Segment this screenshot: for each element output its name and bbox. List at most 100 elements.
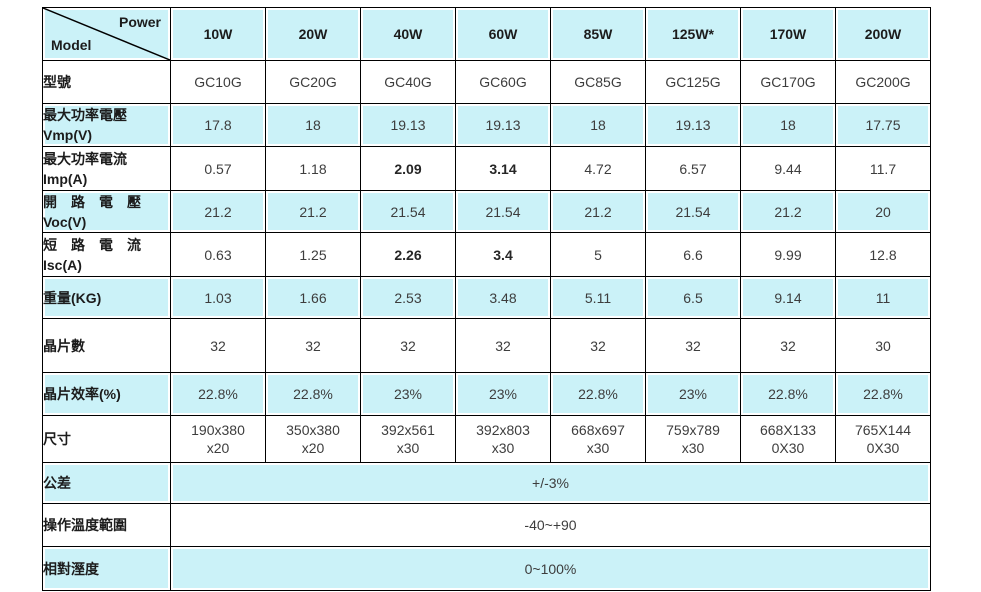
cell-vmp-5: 19.13 bbox=[645, 103, 741, 147]
cell-vmp-1: 18 bbox=[265, 103, 361, 147]
row-voc: 開 路 電 壓 Voc(V) 21.2 21.2 21.54 21.54 21.2 21.5… bbox=[42, 190, 931, 233]
cell-vmp-3: 19.13 bbox=[455, 103, 551, 147]
row-vmp: 最大功率電壓 Vmp(V) 17.8 18 19.13 19.13 18 19.13 18 17… bbox=[42, 103, 931, 147]
row-label-operating-temperature: 操作溫度範圍 bbox=[42, 503, 171, 547]
cell-cell-efficiency-4: 22.8% bbox=[550, 372, 646, 416]
cell-size-3: 392x803 x30 bbox=[455, 415, 551, 463]
cell-model-6: GC170G bbox=[740, 60, 836, 104]
cell-isc-4: 5 bbox=[550, 232, 646, 277]
cell-vmp-0: 17.8 bbox=[170, 103, 266, 147]
cell-isc-1: 1.25 bbox=[265, 232, 361, 277]
header-row: Power Model 10W 20W 40W 60W 85W 125W* 170W 200W bbox=[42, 7, 931, 61]
cell-cell-efficiency-6: 22.8% bbox=[740, 372, 836, 416]
row-tolerance: 公差 +/-3% bbox=[42, 462, 931, 504]
spec-table: Power Model 10W 20W 40W 60W 85W 125W* 170W 200W… bbox=[42, 7, 931, 591]
cell-weight-5: 6.5 bbox=[645, 276, 741, 319]
cell-model-1: GC20G bbox=[265, 60, 361, 104]
cell-weight-4: 5.11 bbox=[550, 276, 646, 319]
cell-weight-6: 9.14 bbox=[740, 276, 836, 319]
cell-tolerance-value: +/-3% bbox=[170, 462, 931, 504]
cell-weight-1: 1.66 bbox=[265, 276, 361, 319]
cell-size-7: 765X144 0X30 bbox=[835, 415, 931, 463]
cell-model-5: GC125G bbox=[645, 60, 741, 104]
cell-cell-count-0: 32 bbox=[170, 318, 266, 373]
row-weight: 重量(KG) 1.03 1.66 2.53 3.48 5.11 6.5 9.14 11 bbox=[42, 276, 931, 319]
cell-cell-efficiency-5: 23% bbox=[645, 372, 741, 416]
cell-imp-2: 2.09 bbox=[360, 146, 456, 191]
cell-weight-7: 11 bbox=[835, 276, 931, 319]
cell-voc-5: 21.54 bbox=[645, 190, 741, 233]
cell-voc-0: 21.2 bbox=[170, 190, 266, 233]
column-header-3: 60W bbox=[455, 7, 551, 61]
row-isc: 短 路 電 流 Isc(A) 0.63 1.25 2.26 3.4 5 6.6 9.99 12.… bbox=[42, 232, 931, 277]
cell-isc-0: 0.63 bbox=[170, 232, 266, 277]
row-label-size: 尺寸 bbox=[42, 415, 171, 463]
cell-cell-count-3: 32 bbox=[455, 318, 551, 373]
cell-cell-count-2: 32 bbox=[360, 318, 456, 373]
column-header-2: 40W bbox=[360, 7, 456, 61]
row-cell-count: 晶片數 32 32 32 32 32 32 32 30 bbox=[42, 318, 931, 373]
cell-voc-1: 21.2 bbox=[265, 190, 361, 233]
cell-operating-temperature-value: -40~+90 bbox=[170, 503, 931, 547]
column-header-7: 200W bbox=[835, 7, 931, 61]
cell-cell-efficiency-3: 23% bbox=[455, 372, 551, 416]
cell-imp-5: 6.57 bbox=[645, 146, 741, 191]
cell-size-2: 392x561 x30 bbox=[360, 415, 456, 463]
cell-vmp-4: 18 bbox=[550, 103, 646, 147]
cell-model-7: GC200G bbox=[835, 60, 931, 104]
cell-imp-7: 11.7 bbox=[835, 146, 931, 191]
cell-cell-count-6: 32 bbox=[740, 318, 836, 373]
cell-vmp-7: 17.75 bbox=[835, 103, 931, 147]
cell-size-6: 668X133 0X30 bbox=[740, 415, 836, 463]
cell-cell-efficiency-7: 22.8% bbox=[835, 372, 931, 416]
cell-isc-6: 9.99 bbox=[740, 232, 836, 277]
column-header-1: 20W bbox=[265, 7, 361, 61]
cell-size-4: 668x697 x30 bbox=[550, 415, 646, 463]
cell-weight-2: 2.53 bbox=[360, 276, 456, 319]
cell-isc-7: 12.8 bbox=[835, 232, 931, 277]
row-model: 型號 GC10G GC20G GC40G GC60G GC85G GC125G GC170G G… bbox=[42, 60, 931, 104]
diagonal-line bbox=[43, 8, 170, 60]
cell-imp-6: 9.44 bbox=[740, 146, 836, 191]
cell-cell-count-5: 32 bbox=[645, 318, 741, 373]
cell-model-0: GC10G bbox=[170, 60, 266, 104]
row-label-weight: 重量(KG) bbox=[42, 276, 171, 319]
cell-weight-3: 3.48 bbox=[455, 276, 551, 319]
cell-voc-7: 20 bbox=[835, 190, 931, 233]
row-label-vmp: 最大功率電壓 Vmp(V) bbox=[42, 103, 171, 147]
cell-cell-count-4: 32 bbox=[550, 318, 646, 373]
cell-voc-4: 21.2 bbox=[550, 190, 646, 233]
row-relative-humidity: 相對溼度 0~100% bbox=[42, 546, 931, 591]
cell-isc-2: 2.26 bbox=[360, 232, 456, 277]
corner-model-label: Model bbox=[51, 37, 92, 53]
row-label-tolerance: 公差 bbox=[42, 462, 171, 504]
cell-size-1: 350x380 x20 bbox=[265, 415, 361, 463]
row-label-model: 型號 bbox=[42, 60, 171, 104]
cell-imp-4: 4.72 bbox=[550, 146, 646, 191]
column-header-5: 125W* bbox=[645, 7, 741, 61]
row-size: 尺寸 190x380 x20 350x380 x20 392x561 x30 392x8… bbox=[42, 415, 931, 463]
row-label-cell-efficiency: 晶片效率(%) bbox=[42, 372, 171, 416]
cell-size-5: 759x789 x30 bbox=[645, 415, 741, 463]
row-cell-efficiency: 晶片效率(%) 22.8% 22.8% 23% 23% 22.8% 23% 22.8% 22.8… bbox=[42, 372, 931, 416]
cell-cell-efficiency-1: 22.8% bbox=[265, 372, 361, 416]
cell-cell-efficiency-0: 22.8% bbox=[170, 372, 266, 416]
row-label-voc: 開 路 電 壓 Voc(V) bbox=[42, 190, 171, 233]
cell-voc-3: 21.54 bbox=[455, 190, 551, 233]
cell-cell-count-7: 30 bbox=[835, 318, 931, 373]
cell-cell-efficiency-2: 23% bbox=[360, 372, 456, 416]
row-imp: 最大功率電流 Imp(A) 0.57 1.18 2.09 3.14 4.72 6.57 9.4… bbox=[42, 146, 931, 191]
cell-vmp-6: 18 bbox=[740, 103, 836, 147]
cell-imp-1: 1.18 bbox=[265, 146, 361, 191]
cell-model-3: GC60G bbox=[455, 60, 551, 104]
cell-isc-3: 3.4 bbox=[455, 232, 551, 277]
column-header-6: 170W bbox=[740, 7, 836, 61]
cell-vmp-2: 19.13 bbox=[360, 103, 456, 147]
cell-cell-count-1: 32 bbox=[265, 318, 361, 373]
row-label-isc: 短 路 電 流 Isc(A) bbox=[42, 232, 171, 277]
column-header-0: 10W bbox=[170, 7, 266, 61]
cell-model-4: GC85G bbox=[550, 60, 646, 104]
cell-voc-6: 21.2 bbox=[740, 190, 836, 233]
row-label-imp: 最大功率電流 Imp(A) bbox=[42, 146, 171, 191]
